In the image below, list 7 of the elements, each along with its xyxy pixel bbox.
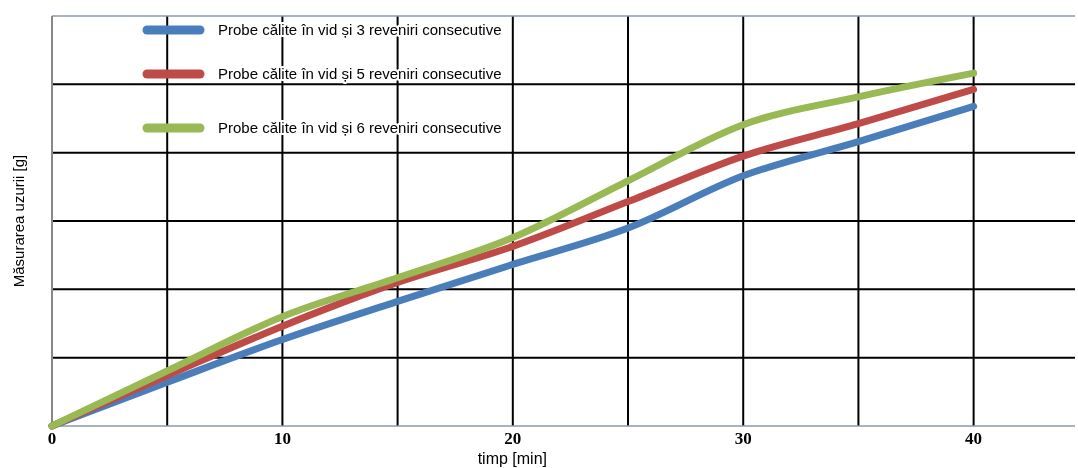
x-tick-label: 30 xyxy=(734,429,752,448)
x-tick-label: 0 xyxy=(47,429,57,448)
x-tick-label: 40 xyxy=(965,429,983,448)
x-tick-label: 20 xyxy=(504,429,522,448)
x-tick-label: 10 xyxy=(273,429,291,448)
x-axis-title: timp [min] xyxy=(477,450,548,467)
y-axis-title: Măsurarea uzurii [g] xyxy=(10,154,27,288)
